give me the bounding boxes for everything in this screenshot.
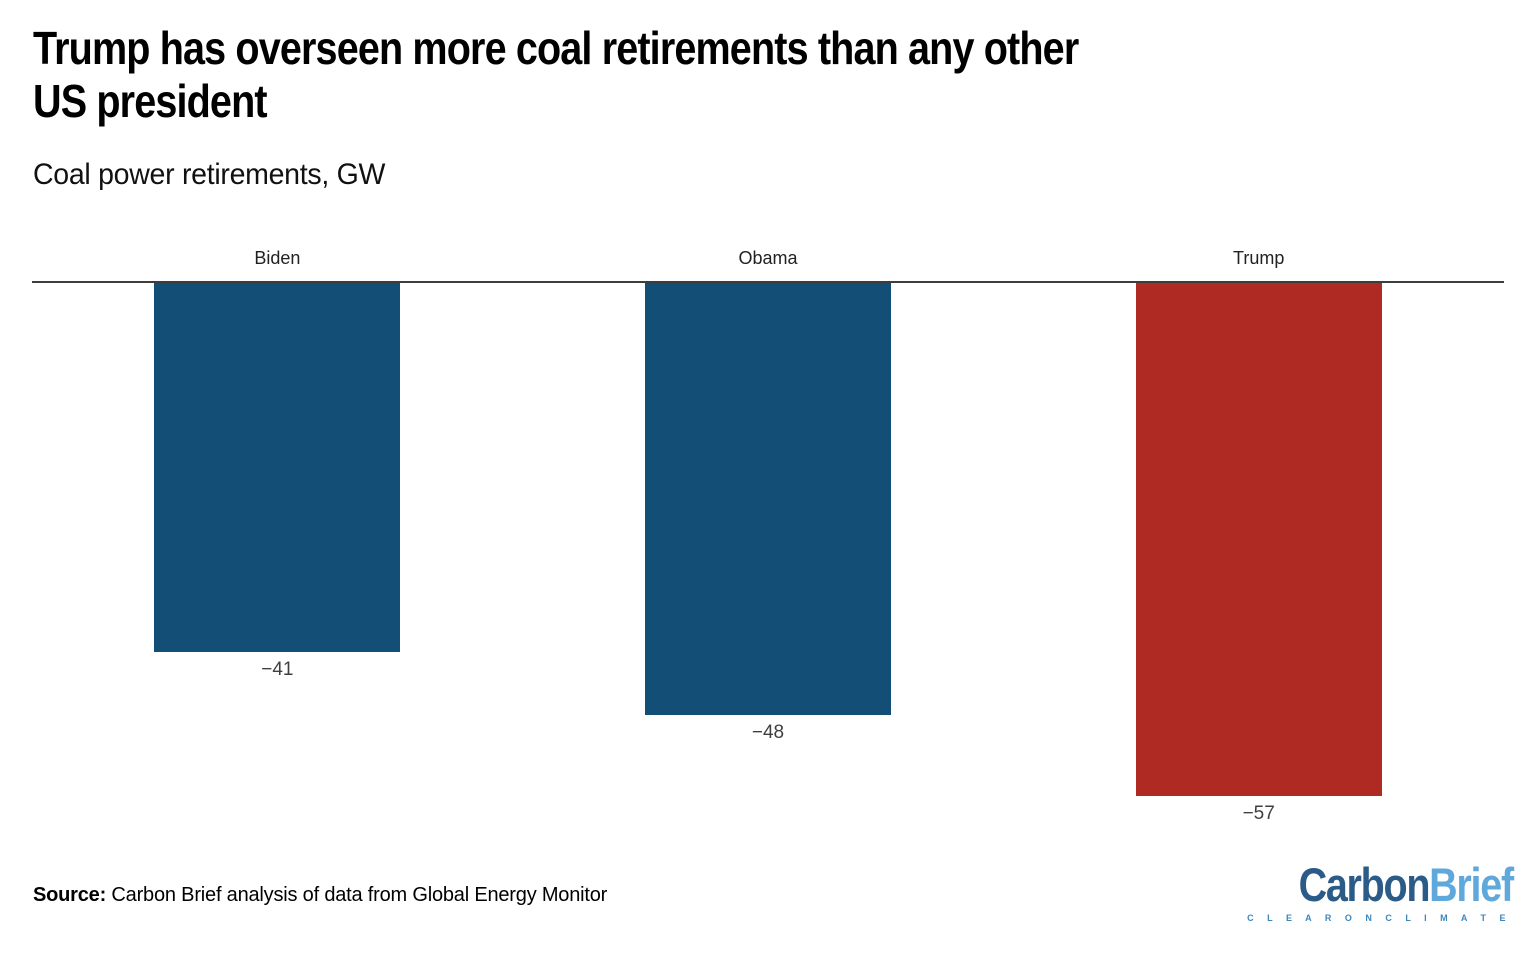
- chart-title: Trump has overseen more coal retirements…: [33, 22, 1079, 128]
- chart-subtitle: Coal power retirements, GW: [33, 158, 386, 191]
- bar-trump: [1135, 283, 1382, 796]
- bar-chart: Biden −41 Obama −48 Trump −57: [32, 248, 1504, 825]
- bar-biden: [154, 283, 401, 652]
- value-label-biden: −41: [261, 659, 294, 680]
- chart-title-line1: Trump has overseen more coal retirements…: [33, 22, 1079, 74]
- chart-title-line2: US president: [33, 75, 268, 127]
- value-label-trump: −57: [1242, 803, 1275, 824]
- bar-obama: [645, 283, 891, 715]
- bar-group-obama: Obama −48: [523, 248, 1014, 744]
- category-label-trump: Trump: [1233, 248, 1285, 268]
- logo-brief-text: Brief: [1429, 858, 1514, 911]
- bar-group-trump: Trump −57: [1013, 248, 1504, 825]
- logo-tagline: C L E A R O N C L I M A T E: [1247, 913, 1511, 923]
- value-label-obama: −48: [751, 722, 785, 743]
- carbonbrief-logo: CarbonBrief C L E A R O N C L I M A T E: [1247, 858, 1515, 924]
- bar-group-biden: Biden −41: [32, 248, 523, 681]
- category-label-biden: Biden: [254, 248, 301, 268]
- source-note: Source: Carbon Brief analysis of data fr…: [33, 884, 607, 907]
- logo-carbon-text: Carbon: [1298, 858, 1431, 911]
- source-label: Source:: [33, 884, 107, 906]
- source-text: Carbon Brief analysis of data from Globa…: [106, 884, 608, 906]
- carbonbrief-wordmark: CarbonBrief: [1290, 858, 1515, 911]
- category-label-obama: Obama: [738, 248, 798, 268]
